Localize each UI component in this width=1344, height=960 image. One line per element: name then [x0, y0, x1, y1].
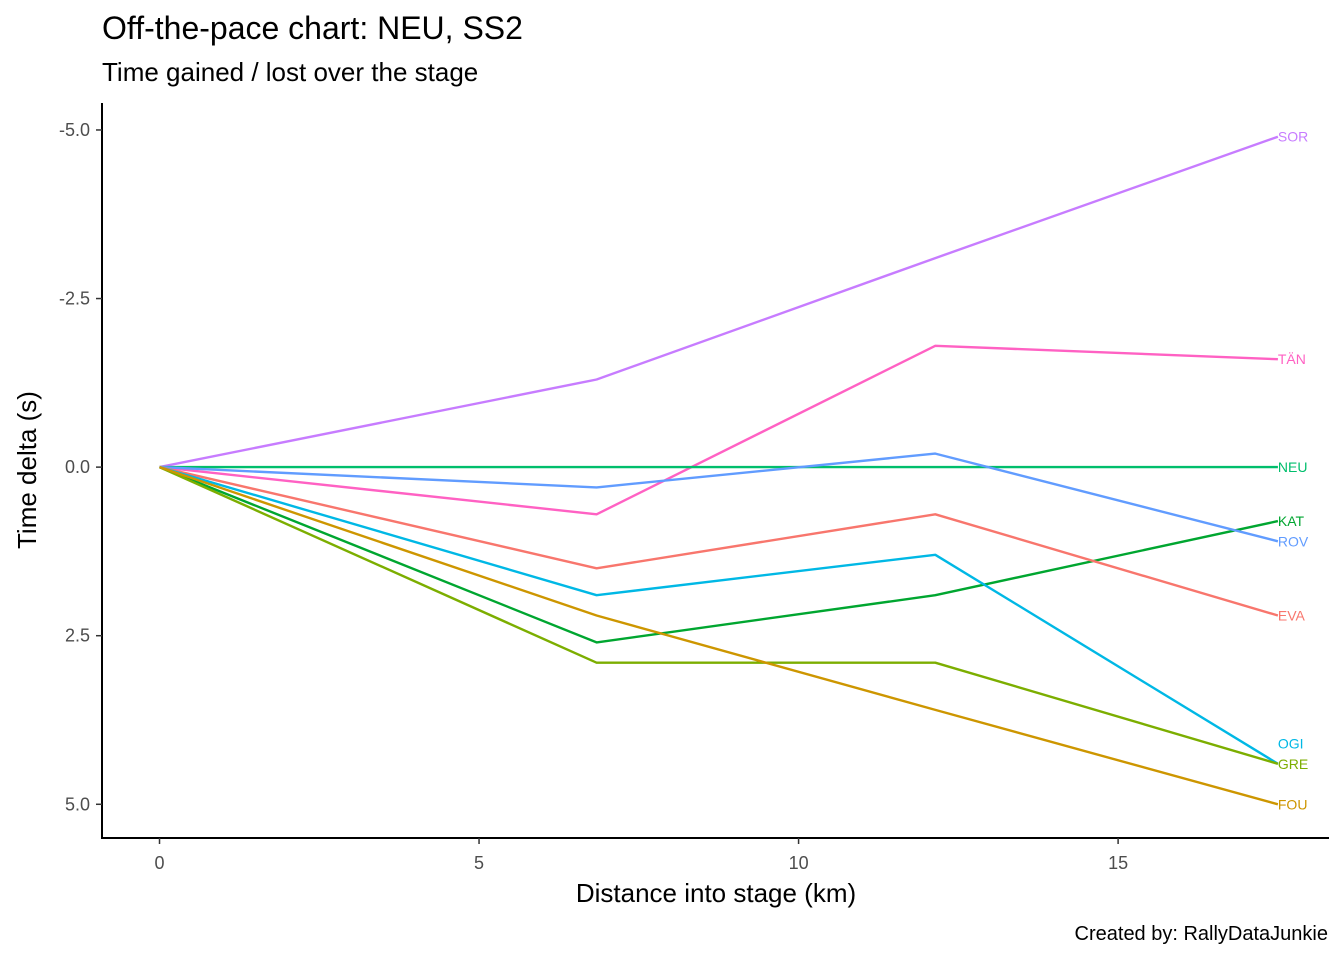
tick-group: 0 5 10 15 -5.0 -2.5 0.0 2.5 5.0	[59, 120, 1128, 873]
end-label-rov: ROV	[1278, 533, 1309, 549]
end-label-tän: TÄN	[1278, 351, 1306, 367]
x-tick-label: 0	[155, 853, 165, 873]
y-tick-label: 2.5	[65, 626, 90, 646]
x-axis-title: Distance into stage (km)	[576, 878, 856, 908]
x-tick-label: 5	[474, 853, 484, 873]
y-tick-label: -2.5	[59, 289, 90, 309]
series-line-sor	[159, 135, 1279, 469]
chart-subtitle: Time gained / lost over the stage	[102, 57, 479, 87]
end-label-neu: NEU	[1278, 459, 1308, 475]
chart-caption: Created by: RallyDataJunkie	[1074, 923, 1328, 945]
end-label-sor: SOR	[1278, 129, 1308, 145]
y-tick-label: -5.0	[59, 120, 90, 140]
end-label-fou: FOU	[1278, 796, 1308, 812]
series-line-gre	[159, 466, 1279, 765]
end-label-eva: EVA	[1278, 607, 1306, 623]
series-line-eva	[159, 465, 1279, 617]
chart-title: Off-the-pace chart: NEU, SS2	[102, 10, 523, 46]
end-label-gre: GRE	[1278, 756, 1308, 772]
series-line-rov	[159, 452, 1279, 543]
y-tick-label: 5.0	[65, 794, 90, 814]
end-label-ogi: OGI	[1278, 736, 1304, 752]
y-tick-label: 0.0	[65, 457, 90, 477]
series-line-ogi	[159, 465, 1279, 765]
x-tick-label: 15	[1108, 853, 1128, 873]
y-axis-title: Time delta (s)	[12, 391, 42, 549]
end-label-kat: KAT	[1278, 513, 1305, 529]
series-line-tän	[159, 344, 1278, 516]
axes	[101, 103, 1329, 839]
series-lines	[159, 135, 1279, 806]
end-labels: SOR TÄN NEU KAT ROV EVA OGI GRE FOU	[1278, 129, 1309, 813]
series-line-fou	[159, 465, 1279, 806]
series-line-kat	[159, 465, 1279, 644]
x-tick-label: 10	[789, 853, 809, 873]
